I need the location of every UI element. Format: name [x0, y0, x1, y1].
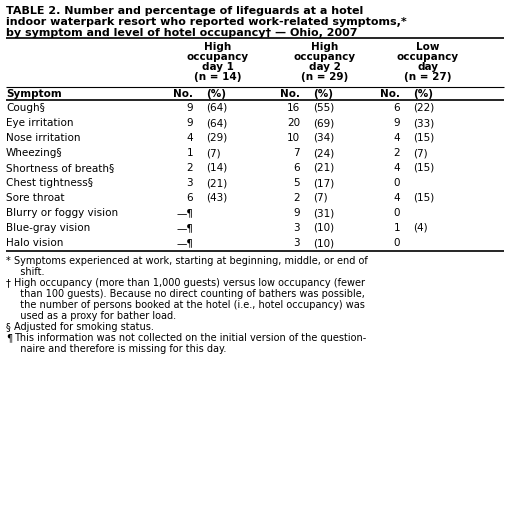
Text: 6: 6: [392, 103, 399, 113]
Text: the number of persons booked at the hotel (i.e., hotel occupancy) was: the number of persons booked at the hote…: [14, 300, 364, 310]
Text: (64): (64): [206, 118, 227, 128]
Text: by symptom and level of hotel occupancy† — Ohio, 2007: by symptom and level of hotel occupancy†…: [6, 28, 357, 38]
Text: (%): (%): [206, 89, 225, 99]
Text: (7): (7): [313, 193, 327, 203]
Text: (%): (%): [313, 89, 332, 99]
Text: (31): (31): [313, 208, 333, 218]
Text: Nose irritation: Nose irritation: [6, 133, 80, 143]
Text: 2: 2: [293, 193, 299, 203]
Text: 1: 1: [186, 148, 192, 158]
Text: occupancy: occupancy: [293, 52, 355, 62]
Text: (n = 29): (n = 29): [301, 72, 348, 82]
Text: (21): (21): [206, 178, 227, 188]
Text: (10): (10): [313, 238, 333, 248]
Text: 3: 3: [293, 223, 299, 233]
Text: occupancy: occupancy: [396, 52, 458, 62]
Text: —¶: —¶: [176, 208, 192, 218]
Text: 2: 2: [392, 148, 399, 158]
Text: 6: 6: [293, 163, 299, 173]
Text: Low: Low: [415, 42, 439, 52]
Text: 6: 6: [186, 193, 192, 203]
Text: No.: No.: [279, 89, 299, 99]
Text: (7): (7): [206, 148, 220, 158]
Text: Eye irritation: Eye irritation: [6, 118, 73, 128]
Text: Symptom: Symptom: [6, 89, 62, 99]
Text: 9: 9: [293, 208, 299, 218]
Text: (69): (69): [313, 118, 333, 128]
Text: (21): (21): [313, 163, 333, 173]
Text: 9: 9: [186, 118, 192, 128]
Text: (34): (34): [313, 133, 333, 143]
Text: *: *: [6, 256, 11, 266]
Text: 5: 5: [293, 178, 299, 188]
Text: indoor waterpark resort who reported work-related symptoms,*: indoor waterpark resort who reported wor…: [6, 17, 406, 27]
Text: (4): (4): [412, 223, 427, 233]
Text: High: High: [311, 42, 338, 52]
Text: day: day: [417, 62, 438, 72]
Text: 2: 2: [186, 163, 192, 173]
Text: naire and therefore is missing for this day.: naire and therefore is missing for this …: [14, 344, 226, 354]
Text: 7: 7: [293, 148, 299, 158]
Text: 9: 9: [186, 103, 192, 113]
Text: 0: 0: [393, 238, 399, 248]
Text: Chest tightness§: Chest tightness§: [6, 178, 93, 188]
Text: (24): (24): [313, 148, 333, 158]
Text: (10): (10): [313, 223, 333, 233]
Text: ¶: ¶: [6, 333, 12, 343]
Text: (15): (15): [412, 133, 433, 143]
Text: Halo vision: Halo vision: [6, 238, 63, 248]
Text: used as a proxy for bather load.: used as a proxy for bather load.: [14, 311, 176, 321]
Text: Sore throat: Sore throat: [6, 193, 64, 203]
Text: 4: 4: [392, 193, 399, 203]
Text: occupancy: occupancy: [187, 52, 248, 62]
Text: day 2: day 2: [308, 62, 341, 72]
Text: 9: 9: [392, 118, 399, 128]
Text: shift.: shift.: [14, 267, 44, 277]
Text: (33): (33): [412, 118, 433, 128]
Text: (64): (64): [206, 103, 227, 113]
Text: 3: 3: [293, 238, 299, 248]
Text: High occupancy (more than 1,000 guests) versus low occupancy (fewer: High occupancy (more than 1,000 guests) …: [14, 278, 364, 288]
Text: TABLE 2. Number and percentage of lifeguards at a hotel: TABLE 2. Number and percentage of lifegu…: [6, 6, 362, 16]
Text: Blurry or foggy vision: Blurry or foggy vision: [6, 208, 118, 218]
Text: 20: 20: [286, 118, 299, 128]
Text: No.: No.: [173, 89, 192, 99]
Text: 16: 16: [286, 103, 299, 113]
Text: Adjusted for smoking status.: Adjusted for smoking status.: [14, 322, 154, 332]
Text: 4: 4: [392, 163, 399, 173]
Text: 0: 0: [393, 208, 399, 218]
Text: (17): (17): [313, 178, 333, 188]
Text: —¶: —¶: [176, 223, 192, 233]
Text: (14): (14): [206, 163, 227, 173]
Text: (29): (29): [206, 133, 227, 143]
Text: Shortness of breath§: Shortness of breath§: [6, 163, 114, 173]
Text: day 1: day 1: [202, 62, 234, 72]
Text: 4: 4: [186, 133, 192, 143]
Text: This information was not collected on the initial version of the question-: This information was not collected on th…: [14, 333, 365, 343]
Text: (15): (15): [412, 163, 433, 173]
Text: (%): (%): [412, 89, 432, 99]
Text: 3: 3: [186, 178, 192, 188]
Text: 10: 10: [286, 133, 299, 143]
Text: (n = 27): (n = 27): [404, 72, 451, 82]
Text: (15): (15): [412, 193, 433, 203]
Text: (n = 14): (n = 14): [194, 72, 241, 82]
Text: Wheezing§: Wheezing§: [6, 148, 63, 158]
Text: §: §: [6, 322, 11, 332]
Text: Blue-gray vision: Blue-gray vision: [6, 223, 90, 233]
Text: No.: No.: [379, 89, 399, 99]
Text: (43): (43): [206, 193, 227, 203]
Text: 1: 1: [392, 223, 399, 233]
Text: Cough§: Cough§: [6, 103, 45, 113]
Text: (7): (7): [412, 148, 427, 158]
Text: —¶: —¶: [176, 238, 192, 248]
Text: Symptoms experienced at work, starting at beginning, middle, or end of: Symptoms experienced at work, starting a…: [14, 256, 367, 266]
Text: (22): (22): [412, 103, 433, 113]
Text: 0: 0: [393, 178, 399, 188]
Text: than 100 guests). Because no direct counting of bathers was possible,: than 100 guests). Because no direct coun…: [14, 289, 364, 299]
Text: †: †: [6, 278, 11, 288]
Text: High: High: [204, 42, 231, 52]
Text: 4: 4: [392, 133, 399, 143]
Text: (55): (55): [313, 103, 333, 113]
